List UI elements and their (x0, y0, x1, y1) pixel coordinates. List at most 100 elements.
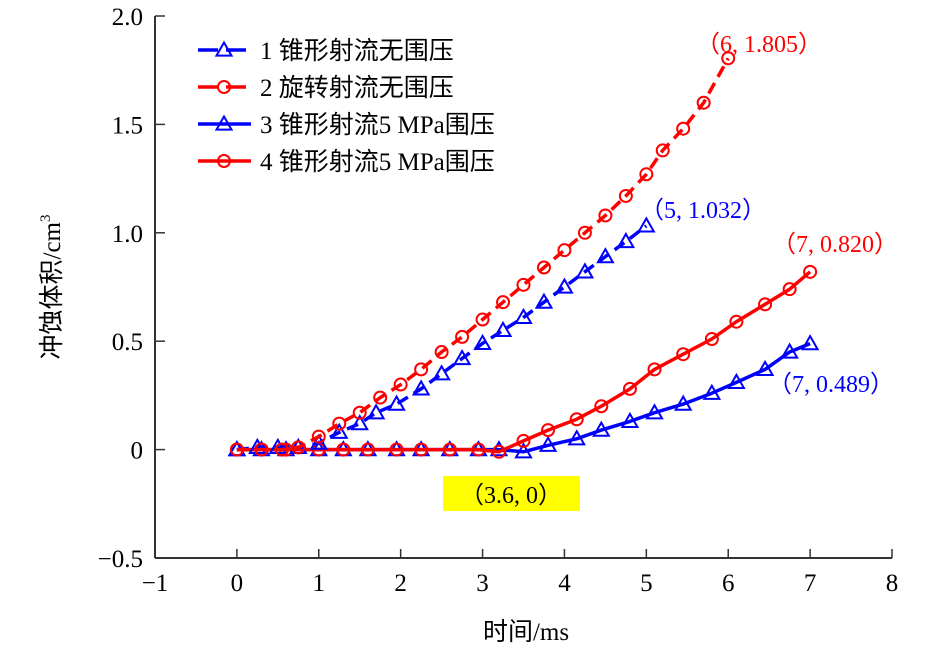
annotation-layer: （6, 1.805） （5, 1.032）（7, 0.820） （7, 0.489）… (443, 32, 898, 511)
triangle-marker (555, 277, 574, 294)
circle-marker (782, 282, 797, 297)
annotation-label: （6, 1.805） (696, 32, 822, 58)
triangle-marker (493, 320, 513, 337)
y-tick-label: 2.0 (112, 4, 143, 31)
legend-item-2: 2 旋转射流无围压 (198, 74, 454, 102)
series-4 (229, 264, 818, 459)
circle-marker (618, 188, 633, 203)
annotation-label: （7, 0.820） (772, 232, 898, 258)
circle-marker (557, 243, 572, 258)
triangle-marker (575, 262, 595, 279)
annotation-label: （5, 1.032） (640, 198, 766, 224)
series-2 (229, 51, 736, 457)
circle-marker (758, 297, 773, 312)
triangle-marker (800, 334, 820, 351)
y-tick-label: 0 (131, 438, 144, 465)
triangle-marker (411, 379, 431, 396)
axes: −1 0 1 2 3 4 5 6 7 8 −0.5 0 0.5 1.0 1.5 2.0 (98, 4, 899, 597)
circle-marker (475, 312, 490, 327)
circle-marker (229, 442, 244, 457)
series-line (236, 270, 812, 454)
circle-marker (336, 442, 351, 457)
circle-marker (217, 154, 231, 168)
circle-marker (442, 442, 457, 457)
legend-label: 3 锥形射流5 MPa围压 (260, 111, 495, 139)
circle-marker (471, 442, 486, 457)
circle-marker (311, 429, 326, 444)
triangle-marker (387, 394, 406, 411)
y-tick-label: 1.0 (112, 221, 143, 248)
circle-marker (516, 433, 531, 448)
circle-marker (639, 167, 654, 182)
series-layer (227, 51, 820, 459)
x-tick-label: −1 (142, 570, 169, 597)
circle-marker (389, 442, 404, 457)
circle-marker (594, 399, 609, 414)
circle-marker (569, 412, 584, 427)
circle-marker (291, 440, 306, 455)
x-tick-label: 0 (231, 570, 244, 597)
circle-marker (352, 405, 367, 420)
series-1 (227, 216, 656, 457)
legend-item-1: 1 锥形射流无围压 (198, 37, 454, 65)
x-tick-label: 7 (804, 570, 817, 597)
triangle-marker (473, 333, 492, 350)
circle-marker (536, 260, 551, 275)
circle-marker (516, 277, 531, 292)
triangle-marker (702, 383, 722, 400)
triangle-marker (366, 403, 386, 420)
annotation-highlight (443, 476, 580, 511)
legend-label: 2 旋转射流无围压 (260, 74, 454, 102)
triangle-marker (645, 403, 664, 420)
triangle-marker (452, 349, 472, 366)
circle-marker (729, 314, 744, 329)
circle-marker (496, 295, 511, 310)
triangle-marker (673, 394, 693, 411)
legend-item-3: 3 锥形射流5 MPa围压 (198, 111, 495, 139)
circle-marker (655, 143, 670, 158)
triangle-marker (214, 114, 234, 131)
annotation-label: （7, 0.489） (768, 372, 894, 398)
circle-marker (704, 332, 719, 347)
x-tick-label: 6 (722, 570, 735, 597)
circle-marker (455, 329, 470, 344)
x-tick-label: 5 (640, 570, 653, 597)
legend-label: 4 锥形射流5 MPa围压 (260, 148, 495, 176)
y-tick-label: 0.5 (112, 329, 143, 356)
triangle-marker (567, 429, 586, 446)
circle-marker (274, 442, 289, 457)
triangle-marker (616, 231, 636, 249)
circle-marker (676, 347, 691, 362)
triangle-marker (755, 359, 775, 377)
circle-marker (254, 442, 269, 457)
triangle-marker (592, 420, 611, 437)
circle-marker (332, 416, 347, 431)
x-axis-title: 时间/ms (483, 618, 569, 646)
circle-marker (676, 121, 691, 136)
circle-marker (803, 264, 818, 279)
triangle-marker (538, 435, 558, 452)
triangle-marker (214, 40, 234, 57)
legend: 1 锥形射流无围压 2 旋转射流无围压 3 锥形射流5 MPa围压 4 锥形射流5 M… (198, 37, 495, 176)
triangle-marker (514, 307, 533, 324)
annotation-label: （3.6, 0） (460, 483, 562, 509)
y-tick-label: 1.5 (112, 112, 143, 139)
x-tick-label: 8 (886, 570, 899, 597)
circle-marker (414, 362, 429, 377)
triangle-marker (620, 411, 640, 429)
triangle-marker (514, 442, 533, 459)
x-tick-label: 4 (558, 570, 571, 597)
triangle-marker (780, 342, 799, 359)
triangle-marker (727, 372, 746, 390)
circle-marker (598, 208, 613, 223)
x-tick-label: 3 (476, 570, 489, 597)
legend-item-4: 4 锥形射流5 MPa围压 (198, 148, 495, 176)
triangle-marker (637, 216, 656, 233)
y-tick-label: −0.5 (98, 546, 143, 573)
circle-marker (491, 444, 506, 459)
circle-marker (373, 390, 388, 405)
triangle-marker (350, 414, 369, 431)
circle-marker (360, 442, 375, 457)
circle-marker (393, 377, 408, 392)
